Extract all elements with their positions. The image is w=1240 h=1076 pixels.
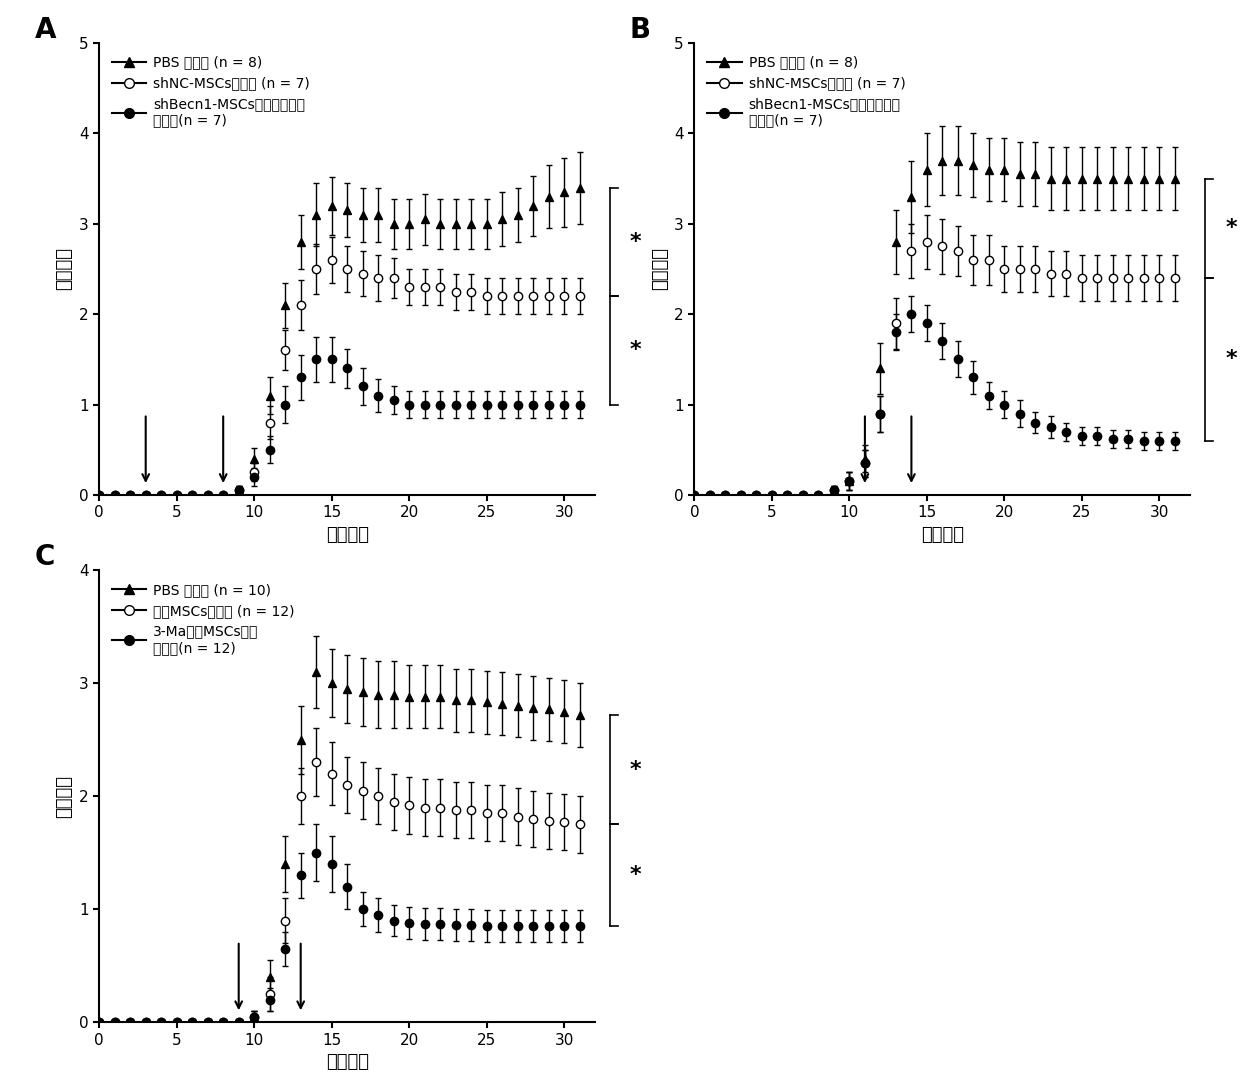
Text: *: *: [630, 340, 641, 360]
Text: B: B: [630, 16, 651, 44]
Legend: PBS 处理组 (n = 8), shNC-MSCs处理组 (n = 7), shBecn1-MSCs（抑制自噬）
处理组(n = 7): PBS 处理组 (n = 8), shNC-MSCs处理组 (n = 7), s…: [107, 49, 316, 133]
Y-axis label: 临床评分: 临床评分: [56, 247, 73, 291]
Text: *: *: [630, 232, 641, 252]
Text: *: *: [1225, 218, 1236, 238]
Text: C: C: [35, 543, 55, 571]
X-axis label: 建模天数: 建模天数: [326, 1053, 368, 1072]
Text: *: *: [1225, 350, 1236, 369]
Legend: PBS 处理组 (n = 10), 对照MSCs处理组 (n = 12), 3-Ma抑制MSCs自噬
处理组(n = 12): PBS 处理组 (n = 10), 对照MSCs处理组 (n = 12), 3-…: [107, 577, 300, 661]
Text: *: *: [630, 760, 641, 780]
Legend: PBS 处理组 (n = 8), shNC-MSCs处理组 (n = 7), shBecn1-MSCs（抑制自噬）
处理组(n = 7): PBS 处理组 (n = 8), shNC-MSCs处理组 (n = 7), s…: [702, 49, 911, 133]
X-axis label: 建模天数: 建模天数: [921, 526, 963, 544]
Y-axis label: 临床评分: 临床评分: [56, 775, 73, 818]
Text: A: A: [35, 16, 56, 44]
Y-axis label: 临床评分: 临床评分: [651, 247, 668, 291]
Text: *: *: [630, 865, 641, 886]
X-axis label: 建模天数: 建模天数: [326, 526, 368, 544]
